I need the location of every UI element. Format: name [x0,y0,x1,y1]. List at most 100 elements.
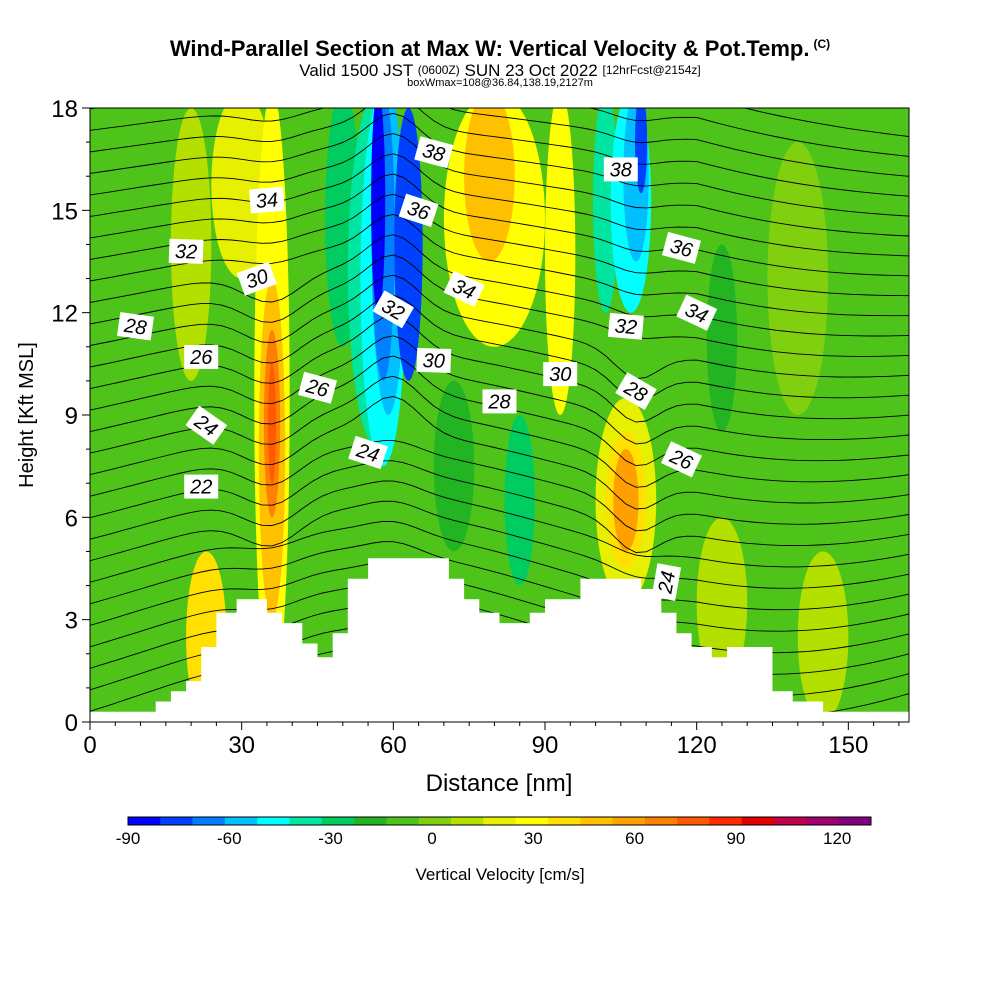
theta-contour-line [90,133,909,237]
field-band-orange-center [464,108,515,262]
theta-label-box [443,270,485,307]
colorbar-swatch [257,817,290,825]
theta-label: 30 [236,261,277,296]
theta-contour-line [90,294,909,401]
colorbar-swatch [354,817,387,825]
theta-label: 26 [297,371,338,404]
x-tick-label: 120 [677,732,717,759]
colorbar-swatch [289,817,323,825]
colorbar-swatch [515,817,549,825]
colorbar-tick-label: 0 [427,829,436,848]
theta-label-box [184,474,219,499]
theta-label-box [168,238,204,264]
theta-label-box [543,362,578,387]
theta-label-text: 32 [175,241,198,264]
theta-label-box [661,231,702,264]
colorbar: -90 -60 -30 0 30 60 90 120 [116,816,872,848]
theta-contour-line [90,108,909,157]
theta-contour-line [90,480,909,568]
theta-label-box [372,290,415,329]
y-tick-label: 0 [65,710,78,737]
field-band-light-east [767,142,829,416]
theta-contour-line [90,193,909,297]
theta-label-box [116,312,155,341]
theta-label-text: 30 [549,364,571,386]
theta-label-box [416,347,452,373]
colorbar-frame [127,816,872,826]
colorbar-swatch [160,817,193,825]
field-band-deepblue-mid [371,108,386,313]
theta-contour-line [90,254,909,357]
theta-label-box [615,372,657,410]
colorbar-tick-label: -60 [217,829,242,848]
x-tick-label: 0 [83,732,96,759]
theta-label-box [185,405,228,445]
theta-label: 28 [116,312,155,341]
valid-utc: (0600Z) [417,63,460,77]
theta-contour-line [90,274,909,380]
colorbar-swatch [612,817,646,825]
colorbar-tick-label: -90 [116,829,141,848]
y-axis-label: Height [Kft MSL] [16,342,38,488]
theta-contour-line [90,500,909,589]
x-tick-label: 150 [828,732,868,759]
theta-label: 24 [651,563,682,601]
forecast-note: [12hrFcst@2154z] [602,63,701,77]
colorbar-swatch [547,817,581,825]
x-tick-label: 60 [380,732,407,759]
theta-label: 36 [398,193,439,227]
theta-label: 32 [168,238,204,264]
y-tick-label: 12 [51,301,78,328]
field-band-yellowgreen-far-east [797,551,849,722]
theta-contour-line [90,173,909,277]
y-tick-label: 15 [51,198,78,225]
theta-label-box [297,371,338,404]
theta-contour-line [90,315,909,423]
theta-label-box [248,186,285,214]
theta-contour-line [90,112,909,217]
theta-contour-line [90,335,909,445]
theta-contour-line [90,541,909,632]
theta-label-box [184,345,219,369]
theta-label: 30 [416,347,452,373]
theta-label-box [607,312,644,340]
x-tick-label: 30 [228,732,255,759]
copyright-mark: (C) [813,37,831,51]
theta-label-text: 28 [122,315,148,340]
theta-label-text: 32 [614,315,638,339]
theta-contour-line [742,108,909,137]
theta-contour-line [90,108,909,197]
theta-label-text: 24 [654,569,680,596]
theta-label-box [414,136,454,169]
theta-label-box [661,441,702,478]
theta-contour-line [90,108,909,177]
theta-label-box [348,435,388,470]
colorbar-tick-label: -30 [318,829,343,848]
theta-contour-line [90,396,909,510]
theta-label-box [236,261,277,296]
colorbar-swatch [774,817,807,825]
chart-title: Wind-Parallel Section at Max W: Vertical… [169,36,831,61]
colorbar-swatch [418,817,452,825]
theta-label: 28 [482,389,517,414]
theta-label-text: 30 [422,350,445,373]
theta-contour-line [90,234,909,337]
theta-contour-line [90,375,909,488]
theta-label-text: 26 [189,347,213,369]
theta-label: 34 [248,186,285,214]
field-band-green-center [504,415,535,586]
theta-contour-line [90,520,909,611]
theta-contour-line [90,153,909,257]
theta-label: 32 [607,312,644,340]
theta-label: 22 [184,474,219,499]
y-tick-label: 3 [65,608,78,635]
terrain [90,558,909,722]
theta-label: 38 [603,157,638,182]
theta-label-text: 22 [189,477,212,499]
y-tick-label: 18 [51,96,78,123]
x-axis-label: Distance [nm] [426,770,573,797]
theta-label-box [676,294,718,331]
